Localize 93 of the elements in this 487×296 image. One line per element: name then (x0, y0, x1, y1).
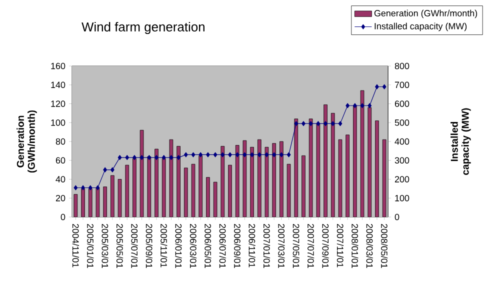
point (81, 185, 85, 190)
point (228, 152, 232, 158)
point (169, 155, 174, 160)
point (302, 121, 306, 126)
bar (250, 146, 254, 217)
legend-label: Generation (GWhr/month) (374, 10, 478, 18)
point (74, 185, 78, 190)
x-tick-label: 2007/07/01 (308, 224, 314, 268)
point (103, 167, 108, 172)
x-tick-label: 2006/11/01 (248, 224, 256, 268)
point (162, 155, 166, 160)
y-tick-label: 40 (56, 176, 66, 182)
point (176, 155, 181, 160)
y2-tick-label: 100 (395, 194, 410, 202)
y2-tick-label: 600 (394, 100, 410, 107)
point (191, 152, 196, 158)
x-tick-label: 2006/05/01 (204, 224, 212, 268)
point (316, 121, 320, 126)
point (220, 152, 225, 158)
y-tick-label: 60 (56, 157, 66, 164)
y-tick-label: 100 (51, 119, 66, 126)
point (279, 152, 284, 158)
point (338, 121, 342, 126)
point (352, 103, 357, 108)
bar (154, 148, 158, 217)
point (272, 152, 276, 158)
y2-tick-label: 200 (394, 176, 410, 182)
bar (324, 104, 328, 217)
point (375, 84, 379, 90)
point (110, 167, 114, 172)
y-axis-title: Generation (GWh/month) (16, 110, 37, 173)
point (286, 152, 291, 158)
point (198, 152, 203, 158)
x-tick-label: 2005/09/01 (146, 224, 152, 268)
point (132, 155, 136, 160)
point (368, 103, 372, 108)
point (257, 152, 262, 158)
x-tick-label: 2005/05/01 (116, 224, 124, 268)
point (250, 152, 254, 158)
point (96, 185, 100, 190)
point (360, 103, 364, 108)
y-tick-label: 0 (60, 214, 66, 220)
y2-axis-title: Installed capacity (MW) (450, 108, 471, 175)
bar (176, 146, 180, 217)
x-tick-label: 2007/01/01 (263, 224, 270, 268)
point (264, 152, 269, 158)
y-tick-label: 120 (51, 100, 66, 107)
point (235, 152, 240, 158)
point (184, 152, 188, 158)
x-tick-label: 2005/01/01 (87, 224, 94, 268)
x-tick-label: 2005/11/01 (160, 224, 168, 268)
x-tick-label: 2007/11/01 (336, 224, 344, 268)
y2-tick-label: 0 (394, 214, 400, 220)
x-tick-label: 2005/03/01 (102, 224, 108, 268)
y2-tick-label: 800 (394, 62, 410, 70)
point (382, 84, 386, 90)
point (125, 155, 130, 160)
point (147, 155, 152, 160)
chart-title: Wind farm generation (82, 22, 204, 34)
y2-tick-label: 500 (394, 119, 410, 126)
x-tick-label: 2006/01/01 (175, 224, 182, 268)
legend-label: Installed capacity (MW) (374, 22, 467, 32)
y2-tick-label: 700 (394, 82, 410, 88)
bar (280, 141, 284, 217)
point (242, 152, 247, 158)
x-tick-label: 2005/07/01 (131, 224, 138, 268)
point (324, 121, 328, 126)
x-tick-label: 2004/11/01 (72, 224, 79, 268)
x-tick-label: 2007/09/01 (322, 224, 329, 268)
x-tick-label: 2007/03/01 (278, 224, 285, 268)
x-tick-label: 2007/05/01 (292, 224, 300, 268)
point (330, 121, 335, 126)
y-tick-label: 80 (56, 138, 66, 145)
point (140, 155, 144, 160)
point (213, 152, 218, 158)
point (154, 155, 158, 160)
x-tick-label: 2008/05/01 (381, 224, 388, 268)
y-tick-label: 160 (51, 62, 66, 70)
x-tick-label: 2008/01/01 (352, 224, 358, 268)
x-tick-label: 2006/09/01 (234, 224, 241, 268)
y-tick-label: 20 (56, 194, 66, 202)
x-tick-label: 2008/03/01 (366, 224, 373, 268)
y2-tick-label: 300 (394, 157, 410, 164)
x-tick-label: 2006/07/01 (219, 224, 226, 268)
point (346, 103, 350, 108)
point (88, 185, 92, 190)
x-tick-label: 2006/03/01 (190, 224, 197, 268)
point (118, 155, 122, 160)
y2-tick-label: 400 (394, 138, 410, 145)
point (206, 152, 210, 158)
point (308, 121, 313, 126)
point (294, 121, 298, 126)
y-tick-label: 140 (51, 82, 66, 88)
